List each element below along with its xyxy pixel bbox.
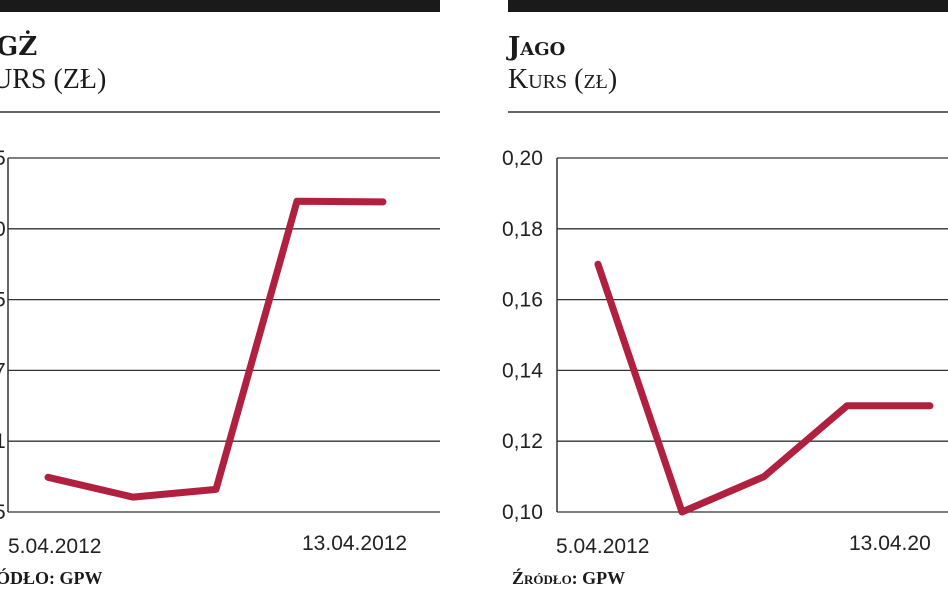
series-line bbox=[594, 260, 934, 516]
chart-title: GŻ bbox=[0, 30, 37, 62]
x-tick-label: 13.04.20 bbox=[849, 532, 931, 555]
y-tick-label: 5 bbox=[0, 289, 6, 312]
header-bar bbox=[508, 0, 948, 12]
x-tick-label: 5.04.2012 bbox=[556, 535, 649, 558]
y-tick-label: 1 bbox=[0, 430, 6, 453]
y-tick-label: 5 bbox=[0, 147, 6, 170]
y-tick-label: 0,20 bbox=[502, 147, 543, 170]
source-note: Źródło: GPW bbox=[512, 567, 625, 588]
y-tick-label: 0,14 bbox=[502, 359, 543, 382]
header-bar bbox=[0, 0, 440, 12]
y-tick-label: 0,12 bbox=[502, 430, 543, 453]
left-chart: GŻ URS (ZŁ) 505715 5.04.2012 13.04.2012 … bbox=[0, 0, 440, 588]
chart-subtitle: Kurs (zł) bbox=[508, 64, 617, 95]
source-note: ÓDŁO: GPW bbox=[0, 567, 103, 588]
series-line bbox=[44, 197, 387, 501]
y-tick-label: 0 bbox=[0, 218, 6, 241]
chart-title: Jago bbox=[506, 32, 565, 62]
y-tick-label: 5 bbox=[0, 501, 6, 524]
y-tick-label: 0,10 bbox=[502, 501, 543, 524]
chart-subtitle: URS (ZŁ) bbox=[0, 64, 106, 95]
y-tick-label: 0,16 bbox=[502, 289, 543, 312]
x-tick-label: 5.04.2012 bbox=[8, 535, 101, 558]
y-tick-label: 0,18 bbox=[502, 218, 543, 241]
right-chart: Jago Kurs (zł) 0,200,180,160,140,120,10 … bbox=[502, 0, 948, 588]
x-tick-label: 13.04.2012 bbox=[302, 532, 407, 555]
y-tick-label: 7 bbox=[0, 359, 6, 382]
